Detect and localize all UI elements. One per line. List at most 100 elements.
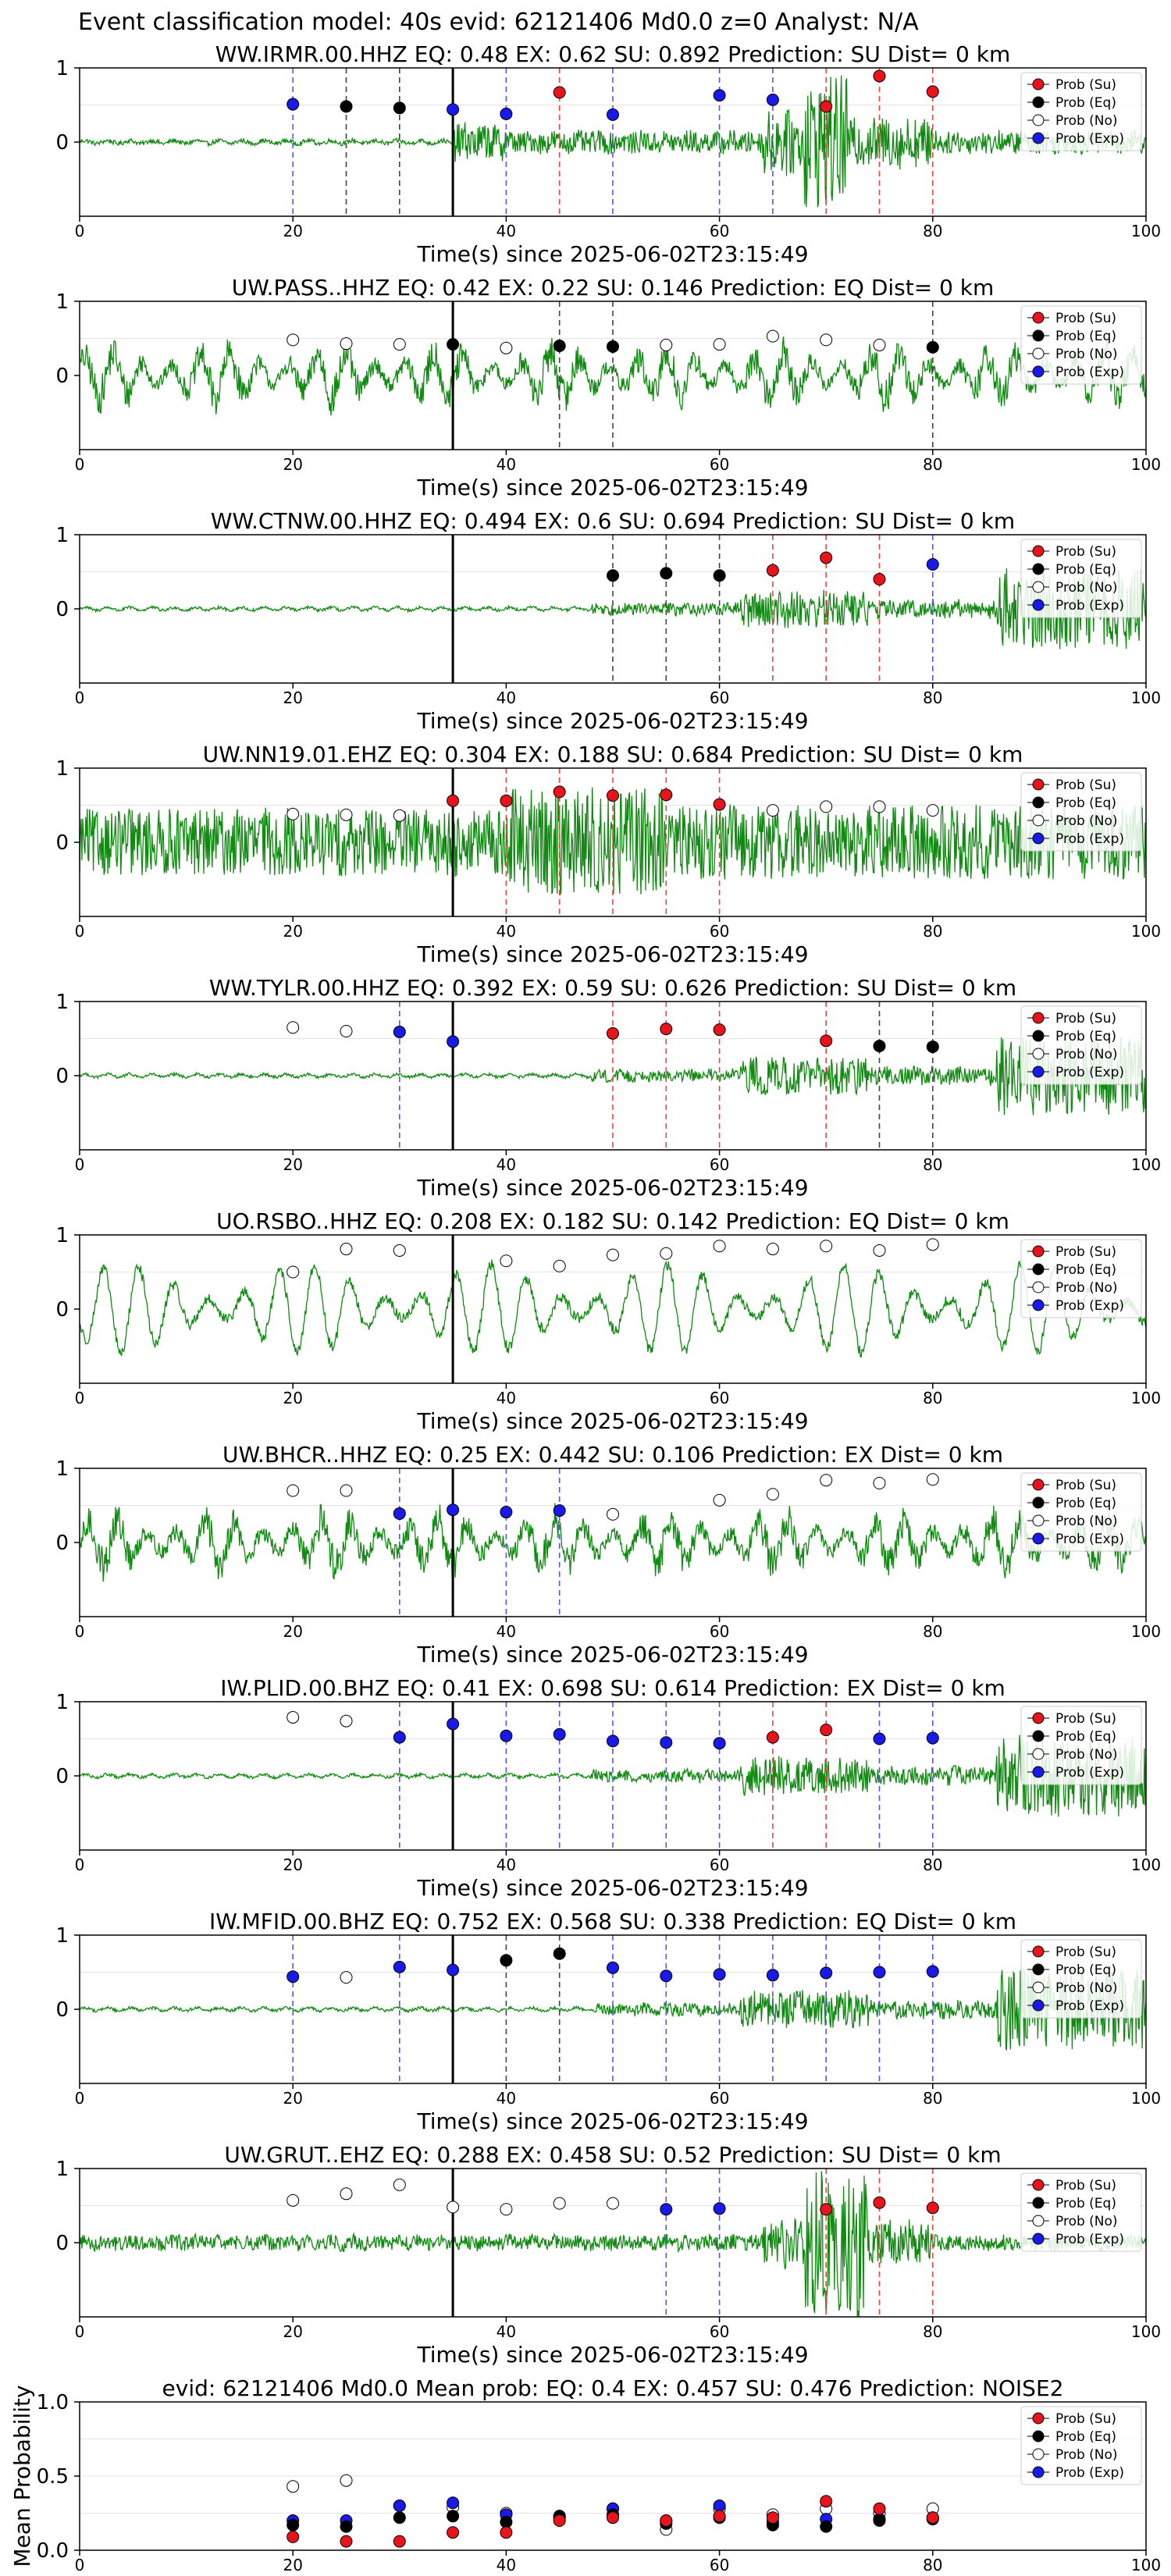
legend-label: Prob (Eq) — [1055, 95, 1116, 111]
x-tick-label: 20 — [283, 2322, 302, 2341]
legend: Prob (Su) Prob (Eq) Prob (No) Prob (Exp) — [1020, 2172, 1142, 2252]
x-tick-label: 40 — [497, 2556, 516, 2574]
legend-label: Prob (No) — [1055, 1047, 1118, 1062]
prob-dot-su — [820, 1034, 833, 1048]
prob-dot-eq — [553, 1947, 566, 1960]
legend-label: Prob (Su) — [1055, 1711, 1116, 1727]
prob-dot-exp — [607, 1735, 619, 1748]
y-tick-label: 1 — [55, 1924, 69, 1948]
prob-dot-no — [713, 338, 726, 351]
prob-dot-exp — [926, 558, 939, 571]
prob-dot-no — [873, 1244, 886, 1257]
x-tick-label: 100 — [1131, 922, 1161, 941]
panel-7: 0 20 40 60 80 100 1 0 UW.BHCR..HHZ EQ: 0.25 EX: … — [55, 1442, 1161, 1667]
x-tick-label: 40 — [497, 2089, 516, 2108]
legend-label: Prob (No) — [1055, 580, 1118, 596]
prob-dot-no — [287, 2480, 300, 2493]
prob-dot-su — [500, 794, 513, 807]
y-tick-label: 0 — [55, 598, 69, 621]
prob-dot-eq — [820, 2520, 833, 2533]
x-tick-label: 0 — [75, 1856, 85, 1874]
prob-dot-no — [287, 1021, 300, 1034]
y-tick-label: 1 — [55, 991, 69, 1014]
prob-dot-eq — [713, 569, 726, 582]
legend-marker-su — [1032, 311, 1045, 324]
x-tick-label: 0 — [75, 1155, 85, 1174]
x-tick-label: 80 — [923, 2089, 942, 2108]
legend-label: Prob (No) — [1055, 347, 1118, 362]
prob-dot-exp — [393, 1731, 406, 1744]
panel-4: 0 20 40 60 80 100 1 0 UW.NN19.01.EHZ EQ: 0.304 E… — [55, 742, 1161, 967]
legend-frame — [1020, 539, 1142, 618]
prob-dot-exp — [873, 1966, 886, 1979]
x-axis-label: Time(s) since 2025-06-02T23:15:49 — [416, 1175, 808, 1201]
prob-dot-no — [500, 2203, 513, 2216]
prob-dot-su — [766, 1731, 779, 1744]
x-tick-label: 20 — [283, 922, 302, 941]
legend-frame — [1020, 772, 1142, 852]
prob-dot-no — [393, 809, 406, 822]
panel-8: 0 20 40 60 80 100 1 0 IW.PLID.00.BHZ EQ: 0.41 EX… — [55, 1675, 1161, 1901]
legend: Prob (Su) Prob (Eq) Prob (No) Prob (Exp) — [1020, 2406, 1142, 2485]
legend-frame — [1020, 1005, 1142, 1085]
legend-marker-exp — [1032, 1532, 1045, 1545]
x-tick-label: 80 — [923, 2322, 942, 2341]
prob-dot-exp — [926, 1731, 939, 1745]
prob-dot-exp — [926, 1965, 939, 1978]
legend-marker-exp — [1032, 365, 1045, 378]
prob-dot-no — [393, 338, 406, 351]
y-tick-label: 1 — [55, 524, 69, 547]
prob-dot-eq — [926, 1040, 939, 1053]
legend-label: Prob (Su) — [1055, 77, 1116, 93]
prob-dot-eq — [393, 2511, 406, 2524]
prob-dot-su — [926, 2201, 939, 2215]
prob-dot-no — [926, 1238, 939, 1251]
prob-dot-su — [713, 2510, 726, 2523]
legend-label: Prob (Eq) — [1055, 1029, 1116, 1044]
prob-dot-no — [766, 804, 779, 817]
prob-dot-su — [820, 2203, 833, 2216]
prob-dot-su — [873, 2502, 886, 2515]
prob-dot-exp — [447, 1963, 460, 1976]
prob-dot-no — [820, 1240, 833, 1253]
panel-6: 0 20 40 60 80 100 1 0 UO.RSBO..HHZ EQ: 0.208 EX:… — [55, 1208, 1161, 1434]
legend-label: Prob (Su) — [1055, 544, 1116, 560]
x-tick-label: 60 — [710, 1155, 729, 1174]
x-tick-label: 60 — [710, 222, 729, 240]
x-tick-label: 80 — [923, 688, 942, 707]
prob-dot-no — [873, 1477, 886, 1489]
panel-title: UW.NN19.01.EHZ EQ: 0.304 EX: 0.188 SU: 0… — [203, 742, 1023, 767]
y-tick-label: 1 — [55, 1457, 69, 1481]
legend-label: Prob (Su) — [1055, 1944, 1116, 1960]
legend-marker-su — [1032, 2412, 1045, 2425]
legend-label: Prob (Su) — [1055, 1011, 1116, 1026]
prob-dot-su — [607, 789, 619, 802]
prob-dot-no — [340, 1025, 353, 1037]
legend-label: Prob (Su) — [1055, 2411, 1116, 2427]
legend-marker-su — [1032, 1478, 1045, 1491]
panel-10: 0 20 40 60 80 100 1 0 UW.GRUT..EHZ EQ: 0.288 EX:… — [55, 2142, 1161, 2368]
legend-marker-eq — [1032, 96, 1045, 109]
prob-dot-exp — [713, 1968, 726, 1981]
legend-frame — [1020, 2406, 1142, 2485]
x-tick-label: 40 — [497, 1155, 516, 1174]
prob-dot-no — [340, 1714, 353, 1727]
x-tick-label: 80 — [923, 455, 942, 474]
prob-dot-exp — [393, 2500, 406, 2512]
x-tick-label: 40 — [497, 2322, 516, 2341]
prob-dot-su — [607, 2511, 619, 2524]
prob-dot-no — [340, 337, 353, 350]
legend-label: Prob (Su) — [1055, 1478, 1116, 1493]
x-tick-label: 0 — [75, 1622, 85, 1641]
legend-marker-no — [1032, 1514, 1045, 1527]
panel-5: 0 20 40 60 80 100 1 0 WW.TYLR.00.HHZ EQ: 0.392 E… — [55, 975, 1161, 1201]
legend-label: Prob (No) — [1055, 1980, 1118, 1996]
legend-label: Prob (Eq) — [1055, 1729, 1116, 1745]
prob-dot-no — [287, 2194, 300, 2207]
prob-dot-su — [873, 2196, 886, 2209]
y-tick-label: 0 — [55, 1065, 69, 1088]
x-tick-label: 100 — [1131, 2089, 1161, 2108]
legend-label: Prob (Exp) — [1055, 1998, 1124, 2014]
y-tick-label: 1 — [55, 290, 69, 314]
